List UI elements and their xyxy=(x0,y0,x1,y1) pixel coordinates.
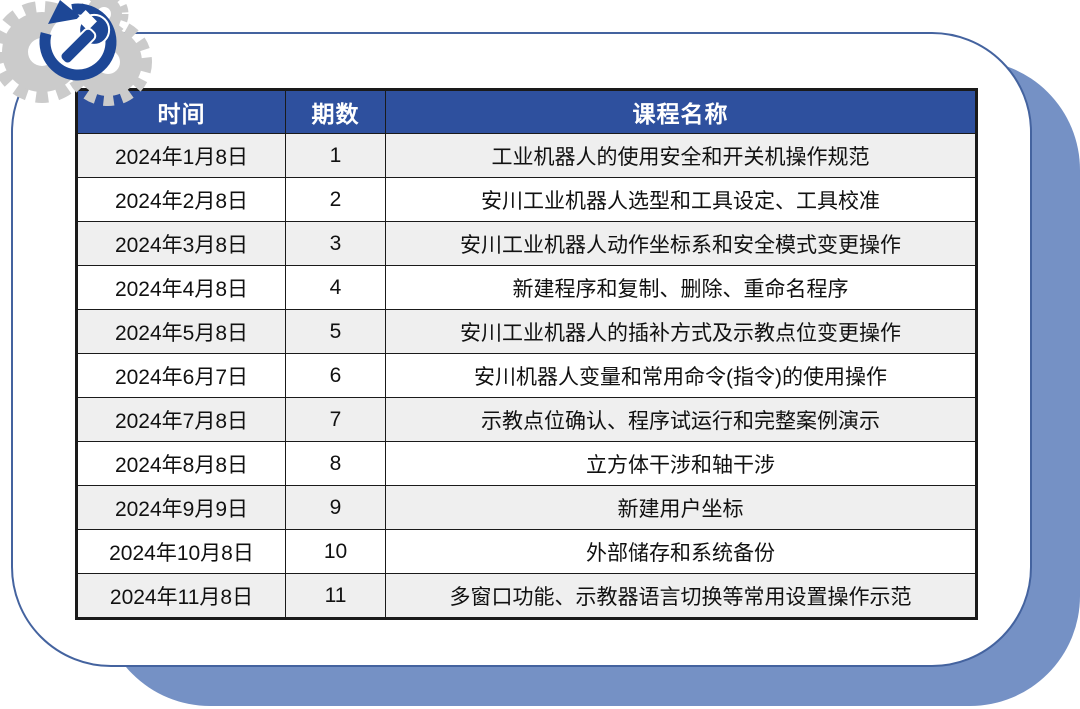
course-cell: 多窗口功能、示教器语言切换等常用设置操作示范 xyxy=(385,573,977,619)
course-schedule-table: 时间 期数 课程名称 2024年1月8日 1 工业机器人的使用安全和开关机操作规… xyxy=(75,88,978,620)
table-row: 2024年8月8日 8 立方体干涉和轴干涉 xyxy=(76,441,977,486)
date-cell: 2024年6月7日 xyxy=(76,353,286,398)
gear-wrench-logo-icon xyxy=(0,0,152,106)
course-schedule: 时间 期数 课程名称 2024年1月8日 1 工业机器人的使用安全和开关机操作规… xyxy=(75,88,978,620)
date-cell: 2024年8月8日 xyxy=(76,441,286,486)
course-cell: 示教点位确认、程序试运行和完整案例演示 xyxy=(385,397,977,442)
col-header-course: 课程名称 xyxy=(385,89,977,134)
issue-cell: 8 xyxy=(285,441,386,486)
date-cell: 2024年5月8日 xyxy=(76,309,286,354)
course-cell: 新建程序和复制、删除、重命名程序 xyxy=(385,265,977,310)
date-cell: 2024年7月8日 xyxy=(76,397,286,442)
course-table-body: 2024年1月8日 1 工业机器人的使用安全和开关机操作规范 2024年2月8日… xyxy=(76,133,977,619)
course-cell: 安川工业机器人动作坐标系和安全模式变更操作 xyxy=(385,221,977,266)
date-cell: 2024年2月8日 xyxy=(76,177,286,222)
issue-cell: 2 xyxy=(285,177,386,222)
table-row: 2024年9月9日 9 新建用户坐标 xyxy=(76,485,977,530)
course-cell: 安川机器人变量和常用命令(指令)的使用操作 xyxy=(385,353,977,398)
issue-cell: 3 xyxy=(285,221,386,266)
issue-cell: 1 xyxy=(285,133,386,178)
header-row: 时间 期数 课程名称 xyxy=(76,89,977,134)
table-row: 2024年7月8日 7 示教点位确认、程序试运行和完整案例演示 xyxy=(76,397,977,442)
table-row: 2024年3月8日 3 安川工业机器人动作坐标系和安全模式变更操作 xyxy=(76,221,977,266)
date-cell: 2024年1月8日 xyxy=(76,133,286,178)
table-row: 2024年10月8日 10 外部储存和系统备份 xyxy=(76,529,977,574)
course-cell: 新建用户坐标 xyxy=(385,485,977,530)
date-cell: 2024年3月8日 xyxy=(76,221,286,266)
issue-cell: 7 xyxy=(285,397,386,442)
date-cell: 2024年4月8日 xyxy=(76,265,286,310)
course-cell: 立方体干涉和轴干涉 xyxy=(385,441,977,486)
table-row: 2024年4月8日 4 新建程序和复制、删除、重命名程序 xyxy=(76,265,977,310)
table-row: 2024年1月8日 1 工业机器人的使用安全和开关机操作规范 xyxy=(76,133,977,178)
wrench-icon xyxy=(59,10,111,65)
issue-cell: 10 xyxy=(285,529,386,574)
table-row: 2024年11月8日 11 多窗口功能、示教器语言切换等常用设置操作示范 xyxy=(76,573,977,619)
date-cell: 2024年9月9日 xyxy=(76,485,286,530)
issue-cell: 6 xyxy=(285,353,386,398)
issue-cell: 9 xyxy=(285,485,386,530)
issue-cell: 11 xyxy=(285,573,386,619)
col-header-issue: 期数 xyxy=(285,89,386,134)
issue-cell: 5 xyxy=(285,309,386,354)
date-cell: 2024年10月8日 xyxy=(76,529,286,574)
course-cell: 工业机器人的使用安全和开关机操作规范 xyxy=(385,133,977,178)
course-cell: 安川工业机器人的插补方式及示教点位变更操作 xyxy=(385,309,977,354)
table-row: 2024年6月7日 6 安川机器人变量和常用命令(指令)的使用操作 xyxy=(76,353,977,398)
table-row: 2024年2月8日 2 安川工业机器人选型和工具设定、工具校准 xyxy=(76,177,977,222)
date-cell: 2024年11月8日 xyxy=(76,573,286,619)
course-cell: 安川工业机器人选型和工具设定、工具校准 xyxy=(385,177,977,222)
issue-cell: 4 xyxy=(285,265,386,310)
table-row: 2024年5月8日 5 安川工业机器人的插补方式及示教点位变更操作 xyxy=(76,309,977,354)
course-cell: 外部储存和系统备份 xyxy=(385,529,977,574)
